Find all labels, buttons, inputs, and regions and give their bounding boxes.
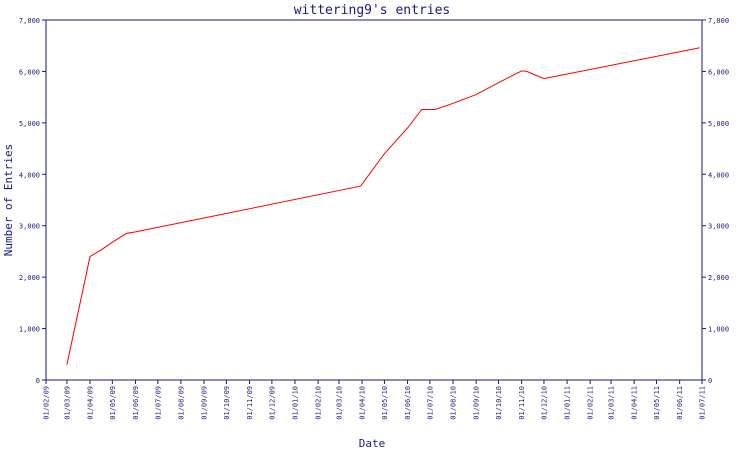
y-tick-label: 4,000 xyxy=(19,171,40,179)
x-tick-label: 01/07/10 xyxy=(426,386,434,420)
x-tick-label: 01/06/10 xyxy=(404,386,412,420)
y-tick-label: 6,000 xyxy=(19,68,40,76)
x-tick-label: 01/11/09 xyxy=(246,386,254,420)
x-tick-label: 01/01/11 xyxy=(564,386,572,420)
x-tick-label: 01/06/09 xyxy=(132,386,140,420)
x-axis: 01/02/09 01/03/09 01/04/09 01/05/09 01/06/09… xyxy=(43,380,707,420)
x-tick-label: 01/07/11 xyxy=(699,386,707,420)
x-tick-label: 01/02/10 xyxy=(315,386,323,420)
plot-frame xyxy=(45,19,703,381)
x-tick-label: 01/12/10 xyxy=(540,386,548,420)
x-tick-label: 01/10/09 xyxy=(223,386,231,420)
y-tick-label: 5,000 xyxy=(708,120,729,128)
y-axis-title: Number of Entries xyxy=(2,144,15,257)
y-tick-label: 3,000 xyxy=(708,223,729,231)
chart-title: wittering9's entries xyxy=(294,3,451,18)
x-tick-label: 01/05/11 xyxy=(653,386,661,420)
y-tick-label: 5,000 xyxy=(19,120,40,128)
x-tick-label: 01/07/09 xyxy=(154,386,162,420)
x-tick-label: 01/03/09 xyxy=(63,386,71,420)
y-tick-label: 2,000 xyxy=(19,274,40,282)
x-axis-title: Date xyxy=(359,437,386,450)
x-tick-label: 01/09/09 xyxy=(201,386,209,420)
y-tick-label: 0 xyxy=(36,377,40,385)
x-tick-label: 01/03/11 xyxy=(608,386,616,420)
x-tick-label: 01/11/10 xyxy=(518,386,526,420)
x-tick-label: 01/08/09 xyxy=(177,386,185,420)
x-tick-label: 01/12/09 xyxy=(268,386,276,420)
y-tick-label: 4,000 xyxy=(708,171,729,179)
x-tick-label: 01/02/11 xyxy=(587,386,595,420)
y-tick-label: 1,000 xyxy=(19,326,40,334)
x-tick-label: 01/04/11 xyxy=(631,386,639,420)
x-tick-label: 01/04/10 xyxy=(359,386,367,420)
x-tick-label: 01/01/10 xyxy=(291,386,299,420)
y-axis-right: 0 1,000 2,000 3,000 4,000 5,000 6,000 7,000 xyxy=(702,17,729,385)
y-tick-label: 6,000 xyxy=(708,68,729,76)
y-tick-label: 2,000 xyxy=(708,274,729,282)
x-tick-label: 01/09/10 xyxy=(473,386,481,420)
series-line xyxy=(66,47,700,365)
y-tick-label: 7,000 xyxy=(19,17,40,25)
y-tick-label: 1,000 xyxy=(708,326,729,334)
x-tick-label: 01/05/09 xyxy=(109,386,117,420)
x-tick-label: 01/02/09 xyxy=(43,386,51,420)
y-tick-label: 0 xyxy=(708,377,712,385)
x-tick-label: 01/04/09 xyxy=(86,386,94,420)
x-tick-label: 01/05/10 xyxy=(381,386,389,420)
x-tick-label: 01/08/10 xyxy=(450,386,458,420)
y-tick-label: 3,000 xyxy=(19,223,40,231)
y-tick-label: 7,000 xyxy=(708,17,729,25)
y-axis-left: 0 1,000 2,000 3,000 4,000 5,000 6,000 7,000 xyxy=(19,17,46,385)
x-tick-label: 01/06/11 xyxy=(676,386,684,420)
x-tick-label: 01/03/10 xyxy=(335,386,343,420)
x-tick-label: 01/10/10 xyxy=(495,386,503,420)
